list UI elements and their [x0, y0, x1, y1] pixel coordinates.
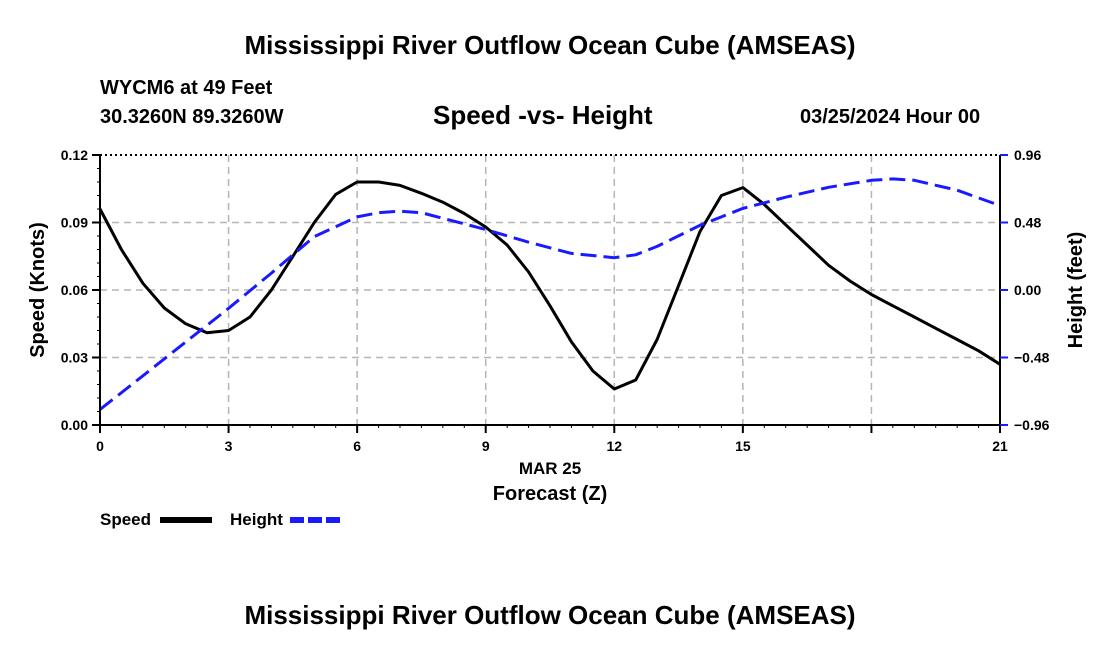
series-line-height: [99, 177, 1001, 411]
x-tick-label: 15: [735, 438, 751, 454]
x-tick-label: 12: [606, 438, 622, 454]
chart-subtitle: Speed -vs- Height: [433, 100, 653, 130]
speed-height-chart: 0 3 6 9 12 15 21 0.00 0.03 0.06 0.09 0.12 −0.96 −0.48…: [27, 147, 1087, 529]
x-tick-label: 6: [353, 438, 361, 454]
y-tick-label: 0.00: [61, 417, 88, 433]
x-tick-label: 9: [482, 438, 490, 454]
y2-tick-label: 0.48: [1014, 215, 1041, 231]
y2-tick-label: −0.48: [1014, 350, 1050, 366]
forecast-datetime: 03/25/2024 Hour 00: [800, 106, 981, 128]
x-axis-title: Forecast (Z): [493, 483, 607, 505]
x-tick-label: 0: [96, 438, 104, 454]
repeat-title: Mississippi River Outflow Ocean Cube (AM…: [244, 600, 856, 630]
station-name: WYCM6 at 49 Feet: [100, 77, 273, 99]
legend-label-height: Height: [230, 510, 283, 529]
y2-tick-label: 0.96: [1014, 147, 1041, 163]
y-tick-label: 0.03: [61, 350, 88, 366]
y-tick-label: 0.06: [61, 282, 88, 298]
y-axis-title: Speed (Knots): [27, 222, 49, 358]
main-title: Mississippi River Outflow Ocean Cube (AM…: [244, 30, 856, 60]
x-axis-date-label: MAR 25: [519, 459, 581, 478]
y-tick-label: 0.09: [61, 215, 88, 231]
axes: [92, 154, 1008, 433]
x-tick-label: 3: [225, 438, 233, 454]
y-tick-label: 0.12: [61, 147, 88, 163]
y2-tick-label: −0.96: [1014, 417, 1050, 433]
station-coordinates: 30.3260N 89.3260W: [100, 106, 284, 128]
x-tick-label: 21: [992, 438, 1008, 454]
series-lines: [98, 177, 1001, 411]
grid-lines: [100, 154, 1000, 425]
y2-axis-title: Height (feet): [1065, 232, 1087, 349]
series-line-speed: [98, 180, 1001, 391]
axis-labels: 0 3 6 9 12 15 21 0.00 0.03 0.06 0.09 0.12 −0.96 −0.48…: [27, 147, 1087, 505]
y2-tick-label: 0.00: [1014, 282, 1041, 298]
legend-label-speed: Speed: [100, 510, 151, 529]
legend: Speed Height: [100, 510, 342, 529]
